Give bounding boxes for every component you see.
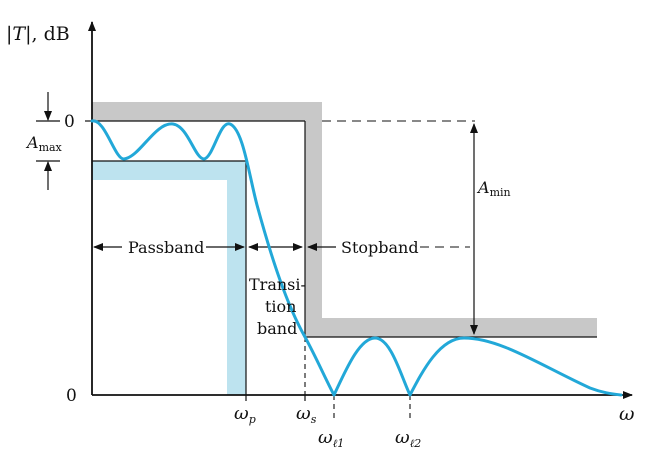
passband-label: Passband: [128, 238, 204, 257]
stopband-spec-horizontal: [305, 318, 597, 337]
passband-shade-horizontal: [92, 161, 246, 180]
omega-l1-label: ωℓ1: [318, 427, 344, 450]
y-tick-label-zero-top: 0: [64, 112, 75, 132]
x-axis-label: ω: [619, 403, 635, 425]
transition-label-line1: Transi-: [249, 275, 306, 294]
omega-p-label: ωp: [234, 403, 256, 426]
transition-label-line2: tion: [265, 297, 296, 316]
y-axis-label: |T|, dB: [6, 23, 70, 45]
omega-s-label: ωs: [296, 403, 317, 426]
passband-upper-spec: [92, 102, 322, 121]
frequency-response-curve: [90, 119, 623, 397]
passband-shade-vertical: [227, 161, 246, 395]
stopband-spec-vertical: [305, 102, 322, 337]
a-max-label: Amax: [25, 133, 63, 154]
omega-l2-label: ωℓ2: [395, 427, 421, 450]
stopband-label: Stopband: [341, 238, 419, 257]
y-tick-label-zero-bottom: 0: [66, 386, 77, 406]
transition-label-line3: band: [257, 319, 297, 338]
a-min-label: Amin: [476, 178, 511, 199]
